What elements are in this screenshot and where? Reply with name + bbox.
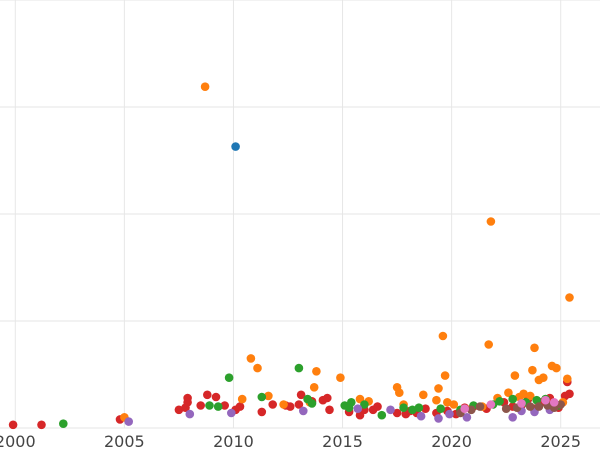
data-point [299,406,308,416]
x-tick-label: 2015 [322,432,363,450]
data-point [504,388,513,398]
data-point [434,414,443,423]
data-point [294,400,304,409]
data-point [419,390,428,400]
data-point [264,391,273,401]
data-point [421,404,430,414]
data-point [296,390,306,400]
data-point [552,363,561,373]
data-point [294,363,304,373]
data-point [59,419,68,429]
x-tick-label: 2005 [104,432,145,450]
x-tick-label: 2010 [213,432,254,450]
data-point [353,404,363,414]
data-point [386,405,395,415]
data-point [268,400,278,409]
data-point [307,399,317,408]
data-point [565,293,574,302]
data-point [279,400,288,409]
data-point [517,399,526,408]
chart-points [8,82,574,430]
data-point [257,392,267,402]
data-point [309,383,319,392]
data-point [183,398,192,407]
data-point [534,402,544,411]
data-point [235,402,245,411]
data-point [323,393,332,403]
data-point [414,403,424,413]
data-point [508,394,517,404]
data-point [246,354,256,363]
data-point [211,392,221,402]
data-point [257,407,267,417]
data-point [237,394,247,404]
data-point [475,402,485,411]
data-point [501,404,511,414]
data-point [449,400,459,409]
data-point [399,403,408,413]
data-point [124,417,133,426]
data-point [253,363,262,373]
data-point [438,331,448,341]
data-point [196,401,205,410]
data-point [486,400,496,409]
data-point [519,389,528,399]
data-point [227,408,236,418]
data-point [325,405,334,415]
data-point [336,373,345,383]
data-point [8,420,18,430]
x-axis-tick-labels: 2000 2005 2010 2015 2020 2025 [0,432,581,450]
data-point [508,413,517,422]
data-point [185,409,195,419]
data-point [565,389,574,399]
data-point [510,371,520,380]
data-point [467,405,476,415]
data-point [530,343,539,353]
data-point [462,413,472,422]
x-tick-label: 2025 [540,432,581,450]
data-point [360,400,369,409]
data-point [445,409,454,419]
chart-grid [0,0,600,429]
data-point [556,400,565,409]
data-point [213,402,223,411]
data-point [205,401,214,410]
data-point [220,401,229,410]
data-point [539,373,548,383]
data-point [395,388,404,398]
data-point [440,371,450,380]
data-point [231,142,240,151]
data-point [224,373,234,383]
data-point [377,410,387,420]
data-point [373,402,382,411]
x-tick-label: 2000 [0,432,36,450]
data-point [416,411,426,421]
data-point [392,408,402,418]
data-point [37,420,46,430]
data-point [436,404,446,414]
data-point [549,398,559,407]
data-point [460,404,470,414]
data-point [347,398,356,407]
data-point [200,82,210,91]
data-point [486,217,496,226]
data-point [432,395,441,405]
data-point [528,365,537,375]
data-point [285,402,295,411]
data-point [541,395,550,405]
data-point [408,405,417,415]
data-point [312,367,321,376]
data-point [203,390,212,400]
data-point [563,374,572,384]
data-point [443,398,452,407]
data-point [525,391,535,401]
data-point [525,402,535,411]
data-point [174,405,184,415]
data-point [434,384,443,393]
data-point [484,340,494,349]
x-tick-label: 2020 [431,432,472,450]
data-point [495,397,504,406]
